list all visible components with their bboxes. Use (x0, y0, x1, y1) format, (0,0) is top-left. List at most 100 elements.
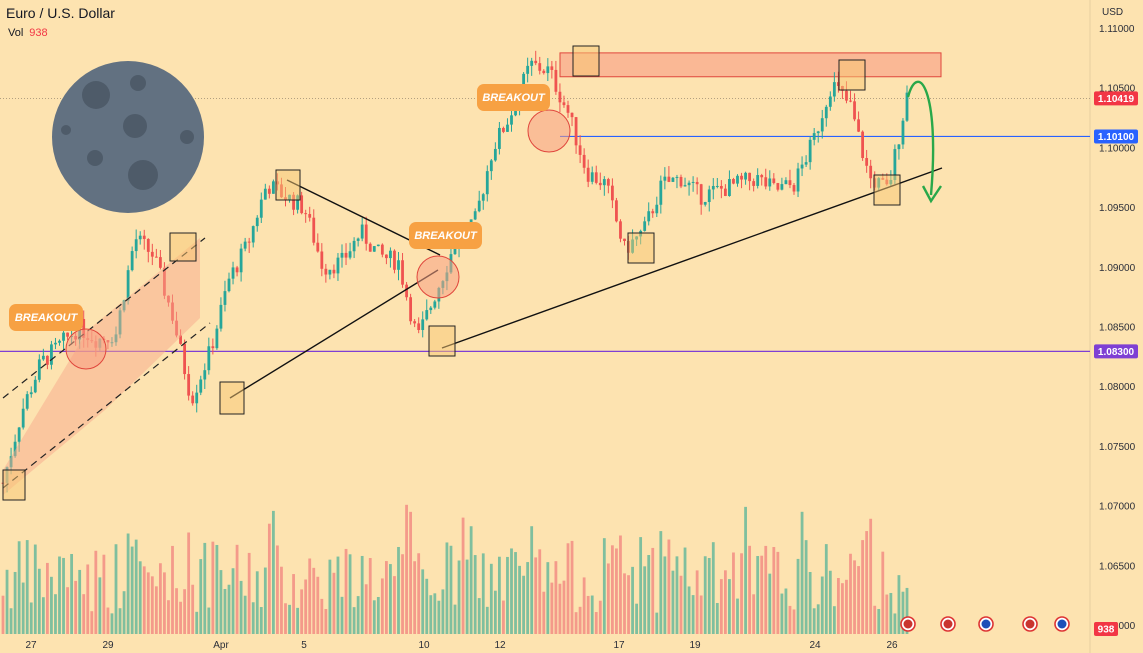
candle-body (384, 254, 388, 259)
candle-body (292, 194, 295, 210)
candle-body (312, 217, 316, 243)
volume-bar (58, 556, 61, 634)
volume-bar (340, 596, 344, 634)
candle-body (514, 109, 517, 116)
volume-bar (861, 540, 865, 634)
volume-bar (477, 598, 481, 634)
price-tag (1094, 622, 1118, 636)
volume-bar (163, 572, 166, 634)
candle-body (849, 100, 852, 102)
candle-body (66, 332, 69, 337)
y-tick-label: 1.07000 (1099, 502, 1136, 513)
volume-bar (154, 586, 158, 634)
volume-bar (808, 572, 812, 634)
y-tick-label: 1.10500 (1099, 84, 1136, 95)
candle-body (804, 162, 808, 165)
candle-body (732, 179, 735, 184)
candle-body (231, 267, 235, 279)
candle-body (477, 200, 481, 212)
candle-body (526, 65, 530, 74)
volume-bar (235, 544, 239, 634)
x-tick-label: 17 (613, 640, 625, 651)
volume-bar (17, 541, 21, 634)
volume-bar (510, 548, 513, 634)
candle-body (405, 284, 408, 298)
y-tick-label: 1.09500 (1099, 203, 1136, 214)
volume-bar (437, 600, 441, 634)
volume-bar (207, 607, 211, 634)
us-flag-icon (1025, 619, 1035, 629)
volume-bar (740, 553, 743, 634)
volume-bar (126, 533, 130, 634)
volume-bar (615, 548, 618, 634)
volume-bar (619, 535, 622, 634)
candle-body (623, 238, 626, 241)
price-tag-label: 1.10419 (1098, 94, 1135, 105)
candle-body (812, 133, 816, 140)
volume-bar (183, 589, 187, 634)
volume-bar (570, 540, 574, 634)
breakout-circle (527, 109, 571, 153)
volume-bar (300, 589, 304, 634)
volume-bar (320, 598, 324, 634)
volume-bar (502, 600, 505, 634)
candle-body (417, 323, 421, 331)
volume-bar (5, 569, 9, 634)
volume-bar (304, 579, 308, 634)
candle-body (207, 346, 211, 371)
eu-flag-icon (981, 619, 991, 629)
resistance-zone (559, 52, 942, 78)
candle-body (352, 240, 356, 252)
volume-bar (707, 557, 711, 634)
volume-bar (723, 570, 727, 634)
candle-body (659, 180, 663, 205)
candle-body (578, 145, 582, 155)
volume-bar (715, 602, 719, 634)
volume-bar (255, 571, 259, 634)
candle-body (820, 118, 824, 132)
candle-body (481, 194, 485, 201)
volume-bar (1, 595, 5, 634)
candle-body (832, 82, 836, 97)
candle-body (25, 394, 29, 409)
candle-body (558, 91, 562, 103)
volume-bar (332, 572, 336, 634)
volume-bar (893, 613, 897, 634)
candle-body (397, 260, 400, 270)
candle-body (401, 260, 404, 285)
volume-bar (199, 559, 203, 634)
volume-bar (905, 587, 909, 634)
candle-body (530, 60, 534, 66)
volume-bar (50, 576, 53, 634)
candle-body (836, 82, 840, 87)
time-axis[interactable]: 27 29 Apr 5 10 12 17 19 24 26 (25, 640, 898, 651)
candle-body (58, 340, 61, 343)
channel-lower-line (2, 322, 211, 489)
volume-bar (74, 580, 78, 634)
candle-body (150, 251, 154, 257)
candle-body (550, 66, 554, 70)
candle-body (715, 185, 719, 187)
candle-body (179, 335, 182, 344)
candle-body (606, 179, 610, 186)
volume-bar (845, 579, 848, 634)
volume-bar (651, 547, 655, 634)
candle-body (54, 342, 57, 345)
candle-body (364, 224, 368, 244)
candle-body (824, 106, 828, 119)
volume-bar (86, 564, 90, 634)
candle-body (901, 120, 905, 145)
volume-bar (150, 576, 154, 634)
volume-bar (227, 584, 231, 634)
price-tag-label: 1.10100 (1098, 132, 1135, 143)
volume-bar (687, 586, 691, 634)
volume-bar (776, 551, 780, 634)
candle-body (808, 139, 812, 163)
volume-bar (586, 595, 590, 634)
volume-bar (453, 604, 457, 634)
volume-bar (267, 523, 271, 634)
volume-bar (481, 553, 485, 634)
volume-bar (748, 545, 752, 634)
price-axis[interactable]: USD 1.11000 1.10500 1.10000 1.09500 1.09000 1.… (1094, 7, 1138, 636)
